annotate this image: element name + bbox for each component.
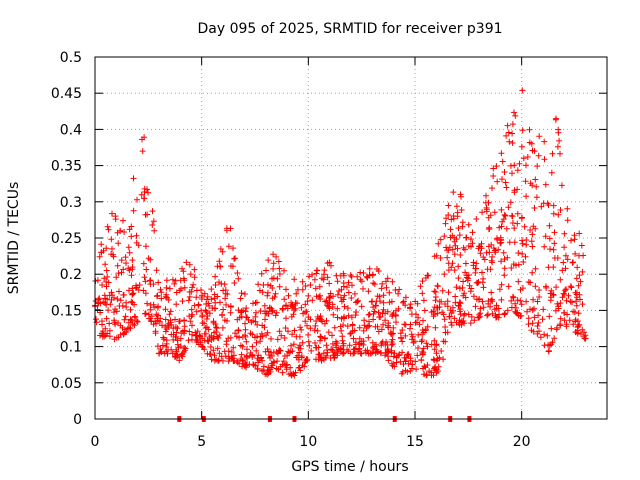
y-tick-label: 0.2	[60, 267, 82, 283]
x-tick-label: 0	[91, 434, 100, 450]
x-tick-labels: 0 5 10 15 20	[91, 434, 531, 450]
y-tick-label: 0.3	[60, 195, 82, 211]
data-points	[92, 87, 589, 379]
scatter-markers	[92, 87, 589, 379]
chart-title: Day 095 of 2025, SRMTID for receiver p39…	[197, 21, 502, 37]
y-tick-label: 0.4	[60, 122, 82, 138]
x-axis-label: GPS time / hours	[291, 459, 408, 475]
x-tick-label: 10	[299, 434, 317, 450]
x-tick-label: 15	[406, 434, 424, 450]
y-tick-labels: 0 0.05 0.1 0.15 0.2 0.25 0.3 0.35 0.4 0.45 0.5	[51, 50, 82, 428]
y-axis-label: SRMTID / TECUs	[6, 182, 22, 295]
y-tick-label: 0.5	[60, 50, 82, 66]
y-tick-label: 0.05	[51, 376, 82, 392]
y-tick-label: 0.25	[51, 231, 82, 247]
y-tick-label: 0.45	[51, 86, 82, 102]
x-tick-label: 5	[197, 434, 206, 450]
y-tick-label: 0.15	[51, 303, 82, 319]
y-tick-label: 0	[73, 412, 82, 428]
y-tick-label: 0.1	[60, 340, 82, 356]
y-tick-label: 0.35	[51, 159, 82, 175]
x-tick-label: 20	[513, 434, 531, 450]
axis-ticks	[94, 56, 607, 420]
